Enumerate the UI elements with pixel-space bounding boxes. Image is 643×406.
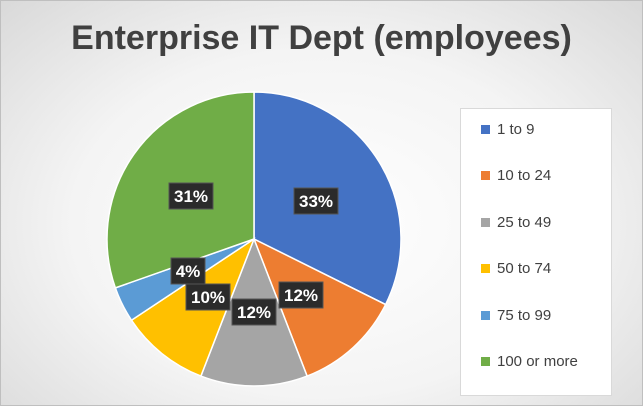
legend-swatch: [481, 171, 490, 180]
data-label-4: 10%: [191, 288, 225, 307]
legend-item-5: 75 to 99: [481, 305, 551, 325]
legend-label: 1 to 9: [497, 120, 535, 138]
legend-swatch: [481, 217, 490, 227]
legend-swatch: [481, 124, 490, 134]
legend-label: 75 to 99: [497, 306, 552, 324]
legend-item-2: 10 to 24: [481, 166, 551, 186]
data-label-box-3: [231, 298, 277, 326]
data-label-2: 12%: [284, 286, 318, 305]
data-label-box-4: [185, 283, 231, 311]
legend-swatch: [481, 264, 490, 273]
data-label-1: 33%: [299, 192, 333, 211]
legend-item-1: 1 to 9: [481, 119, 535, 139]
legend-label: 25 to 49: [497, 213, 552, 231]
data-label-6: 31%: [174, 187, 208, 206]
legend-label: 10 to 24: [497, 167, 552, 184]
data-label-3: 12%: [237, 303, 271, 322]
legend-label: 50 to 74: [497, 260, 552, 277]
data-label-5: 4%: [176, 262, 201, 281]
legend-item-6: 100 or more: [481, 352, 578, 372]
legend-label: 100 or more: [497, 353, 578, 370]
data-label-box-1: [293, 187, 339, 215]
chart-legend: 1 to 9 10 to 24 25 to 49 50 to 74 75 to 99 10…: [460, 108, 612, 396]
legend-swatch: [481, 310, 490, 320]
data-label-box-6: [168, 182, 214, 210]
chart-title: Enterprise IT Dept (employees): [71, 19, 572, 57]
legend-swatch: [481, 357, 490, 366]
legend-item-4: 50 to 74: [481, 259, 551, 279]
legend-item-3: 25 to 49: [481, 212, 551, 232]
data-label-box-2: [278, 281, 324, 309]
data-label-box-5: [170, 257, 206, 285]
